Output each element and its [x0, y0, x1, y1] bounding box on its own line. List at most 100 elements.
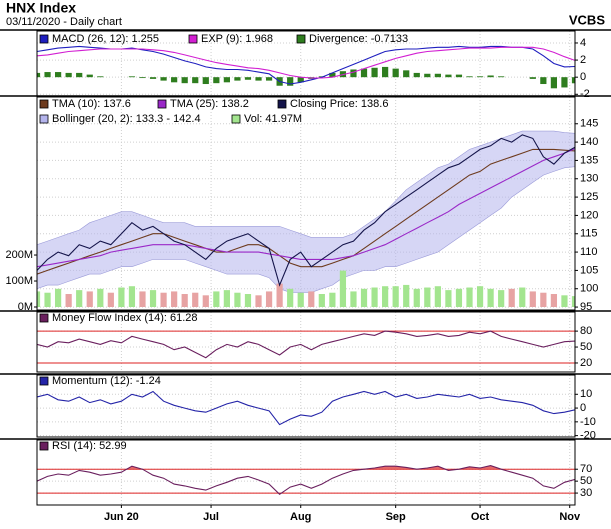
bar [234, 77, 241, 81]
legend-swatch [39, 376, 49, 386]
bar [455, 288, 463, 308]
bar [86, 74, 93, 78]
legend-swatch [296, 34, 306, 44]
bar [350, 291, 357, 308]
panel-frame [36, 439, 576, 506]
y2-tick-label: 100M [5, 275, 33, 287]
panel-background [37, 375, 575, 437]
bar [434, 73, 441, 78]
bar [466, 287, 473, 308]
legend-label: Divergence: -0.7133 [309, 33, 408, 45]
bar [360, 288, 368, 308]
bar [519, 287, 526, 308]
bar [149, 290, 157, 308]
bar [476, 76, 484, 78]
bar [561, 77, 568, 88]
bar [329, 72, 336, 78]
y-tick-label: 0 [580, 402, 586, 414]
legend-label: Money Flow Index (14): 61.28 [52, 312, 198, 324]
x-tick-label: Sep [386, 511, 406, 523]
bar [139, 77, 146, 79]
bar [571, 77, 575, 84]
bar [213, 291, 220, 308]
bar [287, 77, 294, 86]
legend-label: RSI (14): 52.99 [52, 440, 127, 452]
legend-swatch [39, 34, 49, 44]
legend-label: Momentum (12): -1.24 [52, 375, 161, 387]
legend-label: TMA (25): 138.2 [170, 98, 249, 110]
legend-swatch [39, 114, 49, 124]
bar [171, 77, 178, 83]
bar [455, 74, 463, 78]
bar [413, 288, 420, 308]
bar [466, 76, 473, 78]
bar [371, 287, 378, 308]
x-tick-label: Oct [471, 511, 490, 523]
chart-subtitle: 03/11/2020 - Daily chart [6, 16, 122, 28]
legend-swatch [277, 99, 287, 109]
bar [54, 72, 62, 78]
bar [223, 77, 230, 83]
legend-label: MACD (26, 12): 1.255 [52, 33, 159, 45]
bar [445, 74, 452, 78]
bar [403, 284, 410, 308]
legend-label: Vol: 41.97M [244, 113, 302, 125]
y-tick-label: 100 [580, 283, 598, 295]
bar [371, 67, 378, 78]
bar [487, 288, 494, 308]
y-tick-label: 95 [580, 301, 592, 313]
bar [181, 77, 188, 84]
legend-label: TMA (10): 137.6 [52, 98, 131, 110]
bar [276, 283, 283, 308]
bar [561, 295, 568, 308]
x-tick-label: Jul [203, 511, 219, 523]
panel-frame [36, 374, 576, 438]
y-tick-label: -10 [580, 416, 596, 428]
bar [37, 72, 41, 78]
y-tick-label: 80 [580, 325, 592, 337]
bar [223, 290, 230, 308]
bar [403, 70, 410, 78]
bar [413, 72, 420, 78]
y-tick-label: 110 [580, 246, 598, 258]
bar [434, 286, 441, 308]
bar [192, 292, 199, 308]
y-tick-label: 20 [580, 357, 592, 369]
bar [44, 72, 51, 78]
y-tick-label: -2 [580, 88, 590, 100]
bar [571, 296, 575, 308]
bar [234, 292, 241, 308]
legend-swatch [231, 114, 241, 124]
bar [54, 288, 62, 308]
bar [44, 292, 51, 308]
bar [128, 76, 136, 78]
bar [339, 270, 347, 308]
panel-background [37, 312, 575, 372]
bar [424, 287, 431, 308]
y2-tick-label: 0M [18, 301, 33, 313]
y-tick-label: 120 [580, 209, 598, 221]
bar [255, 77, 262, 81]
y-tick-label: 4 [580, 37, 586, 49]
bar [97, 288, 104, 308]
legend-swatch [188, 34, 198, 44]
bar [498, 290, 505, 308]
bar [65, 72, 72, 78]
bar [171, 291, 178, 308]
bar [192, 77, 199, 84]
bar [118, 287, 125, 308]
bar [139, 291, 146, 308]
y2-tick-label: 200M [5, 249, 33, 261]
panel-background [37, 31, 575, 96]
bar [244, 294, 252, 308]
panel-frame [36, 311, 576, 373]
x-tick-label: Nov [559, 511, 581, 523]
bar [202, 77, 209, 85]
source: VCBS [569, 12, 605, 27]
bar [382, 66, 389, 78]
bar [287, 288, 294, 308]
legend-swatch [157, 99, 167, 109]
bar [181, 294, 188, 308]
bar [424, 73, 431, 78]
